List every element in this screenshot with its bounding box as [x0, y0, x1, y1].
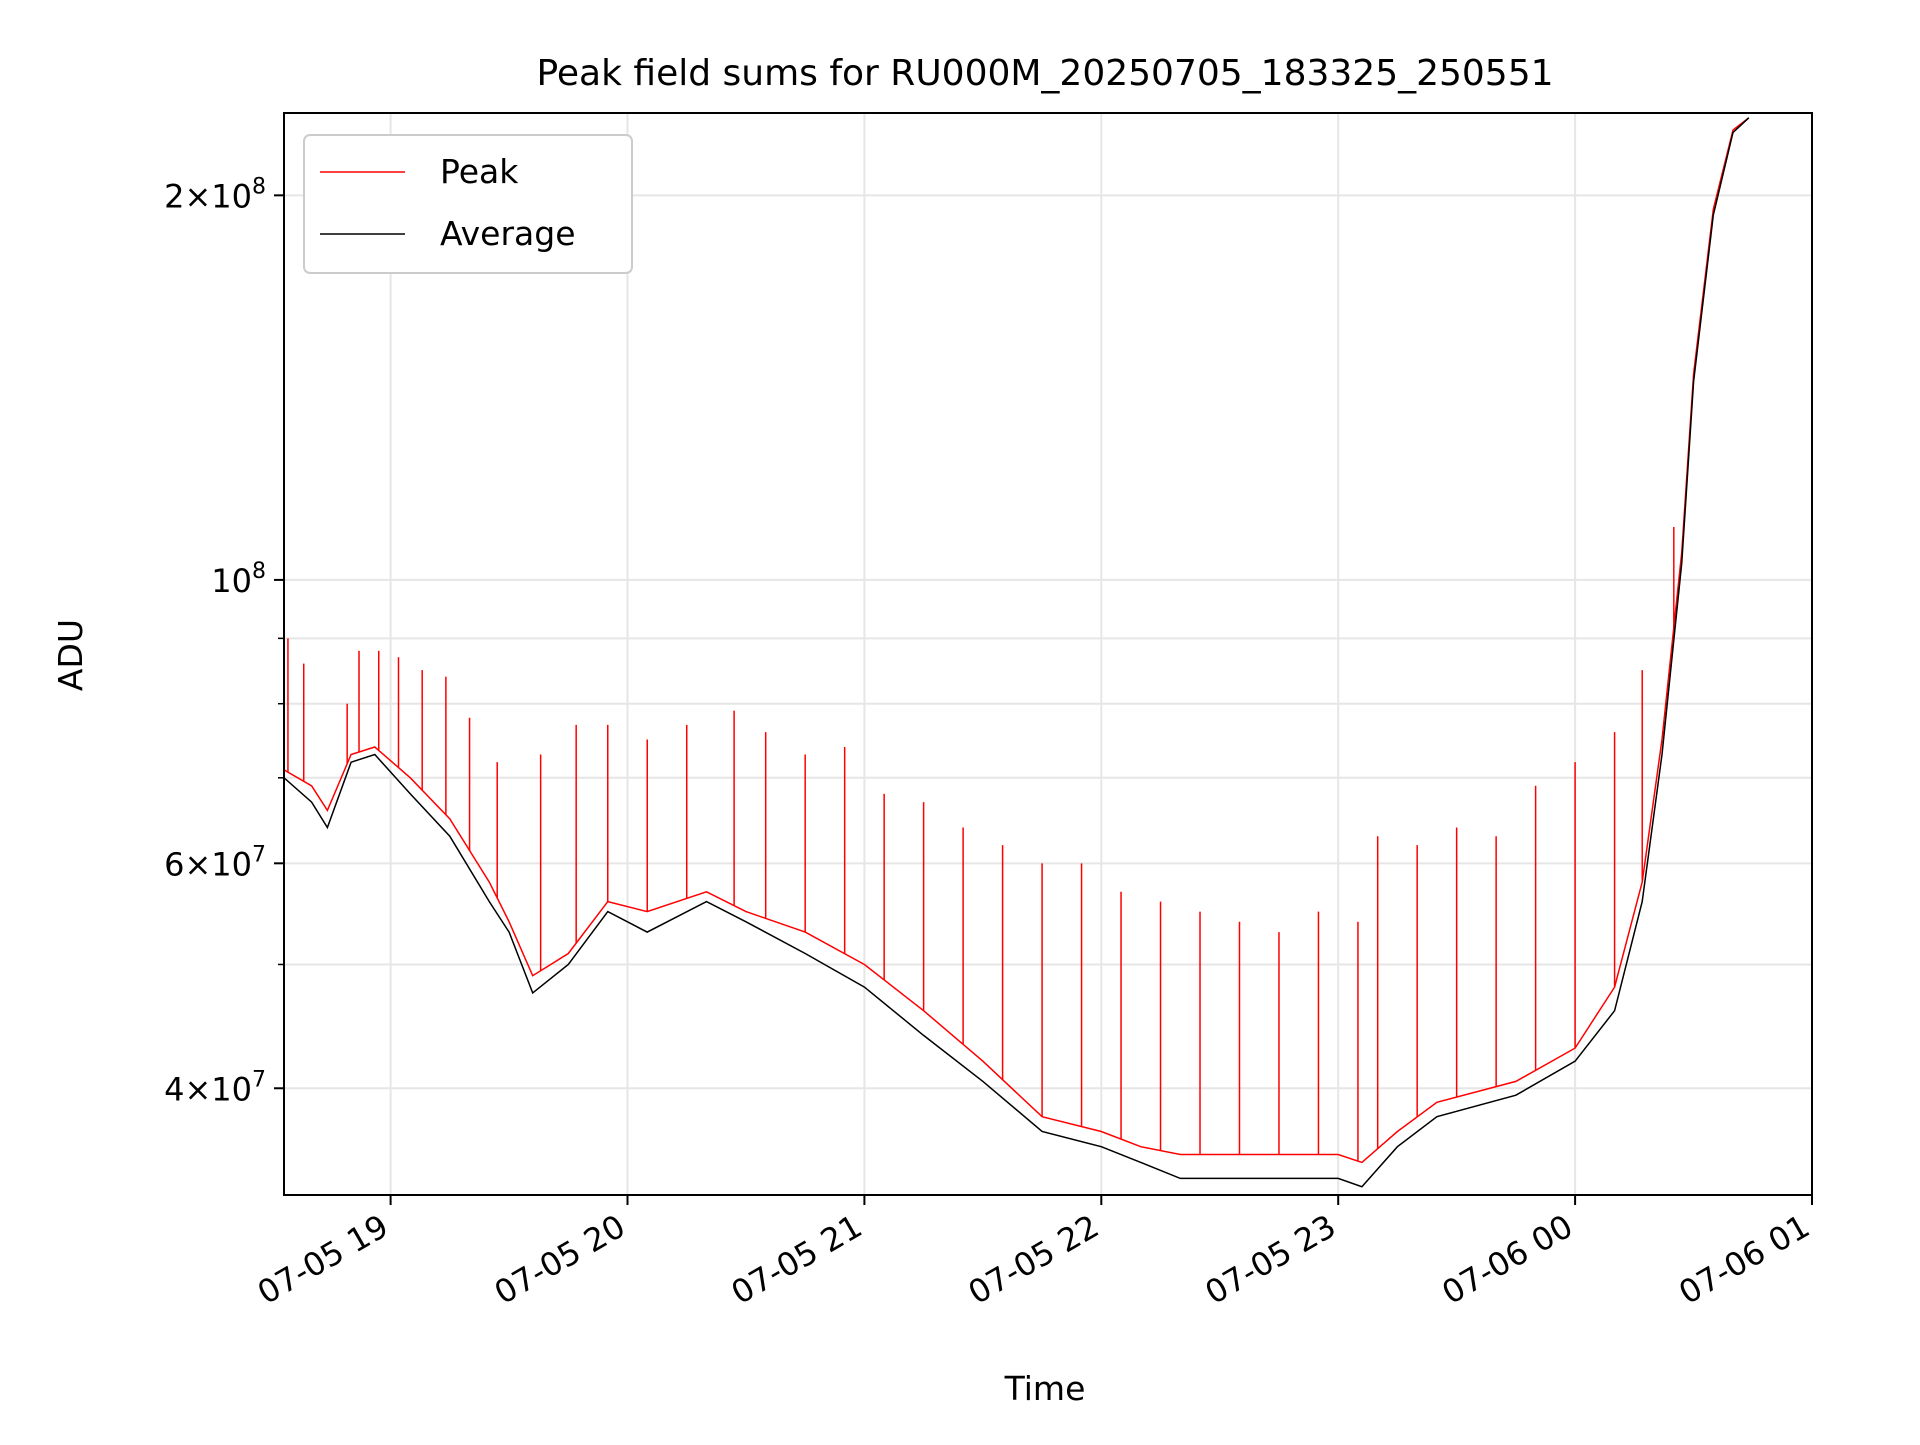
legend-label-peak: Peak: [440, 152, 519, 191]
legend-label-average: Average: [440, 214, 576, 253]
series-layer: [284, 117, 1750, 1188]
x-tick-label: 07-06 01: [1672, 1207, 1816, 1312]
y-axis-label: ADU: [51, 619, 90, 691]
y-tick-label: 6×107: [164, 842, 266, 883]
plot-frame: [283, 112, 1813, 1196]
y-tick-label: 108: [211, 559, 266, 600]
series-line-peak: [284, 117, 1750, 1164]
x-tick-label: 07-05 20: [488, 1207, 632, 1312]
x-tick-label: 07-05 21: [725, 1207, 869, 1312]
x-tick-label: 07-06 00: [1436, 1207, 1580, 1312]
x-axis: 07-05 19 07-05 20 07-05 21 07-05 22 07-05 23…: [251, 1195, 1816, 1312]
chart-title: Peak field sums for RU000M_20250705_1833…: [536, 53, 1553, 94]
y-axis: 4×107 6×107 108 2×108: [164, 174, 284, 1108]
x-axis-label: Time: [1004, 1369, 1086, 1408]
y-tick-label: 4×107: [164, 1067, 266, 1108]
series-line-average: [284, 117, 1750, 1188]
y-tick-label: 2×108: [164, 174, 266, 215]
x-tick-label: 07-05 23: [1199, 1207, 1343, 1312]
grid: [284, 113, 1813, 1195]
x-tick-label: 07-05 19: [251, 1207, 395, 1312]
legend-box: [303, 134, 633, 274]
x-tick-label: 07-05 22: [962, 1207, 1106, 1312]
legend: Peak Average: [303, 134, 633, 274]
